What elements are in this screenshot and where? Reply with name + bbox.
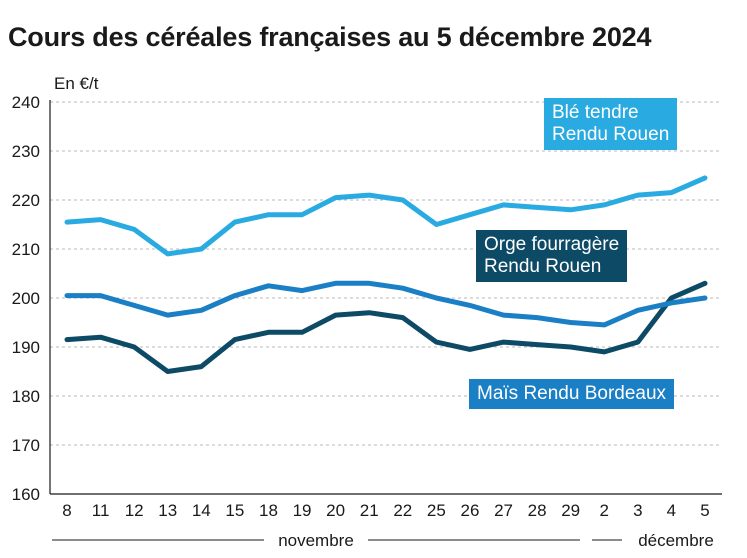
series-line-0 [64, 175, 708, 257]
legend-ble-line2: Rendu Rouen [552, 124, 670, 145]
legend-mais-line1: Maïs Rendu Bordeaux [477, 383, 667, 404]
x-tick-label: 28 [528, 501, 547, 520]
chart-title: Cours des céréales françaises au 5 décem… [8, 22, 652, 52]
y-tick-label: 230 [12, 142, 40, 161]
x-tick-label: 5 [700, 501, 709, 520]
y-tick-label: 170 [12, 436, 40, 455]
x-tick-label: 19 [293, 501, 312, 520]
legend-ble-tendre: Blé tendre Rendu Rouen [544, 98, 678, 150]
y-tick-label: 210 [12, 240, 40, 259]
month-label-decembre: décembre [638, 531, 714, 550]
x-tick-label: 3 [633, 501, 642, 520]
x-tick-label: 8 [62, 501, 71, 520]
x-tick-label: 2 [600, 501, 609, 520]
month-label-novembre: novembre [278, 531, 354, 550]
x-tick-label: 20 [326, 501, 345, 520]
y-tick-label: 190 [12, 338, 40, 357]
y-axis-unit-label: En €/t [54, 74, 99, 93]
x-tick-label: 26 [460, 501, 479, 520]
x-tick-label: 4 [667, 501, 676, 520]
y-tick-label: 200 [12, 289, 40, 308]
y-tick-label: 160 [12, 485, 40, 504]
y-tick-label: 240 [12, 93, 40, 112]
x-tick-label: 11 [92, 501, 110, 520]
series-line-1 [64, 280, 708, 374]
x-tick-label: 22 [393, 501, 412, 520]
y-tick-label: 180 [12, 387, 40, 406]
x-tick-label: 12 [125, 501, 144, 520]
x-tick-label: 25 [427, 501, 446, 520]
legend-mais: Maïs Rendu Bordeaux [469, 379, 675, 409]
x-tick-label: 29 [561, 501, 580, 520]
x-tick-label: 21 [360, 501, 379, 520]
series-line-2 [64, 280, 708, 328]
x-tick-label: 13 [158, 501, 177, 520]
x-tick-label: 27 [494, 501, 513, 520]
y-tick-label: 220 [12, 191, 40, 210]
legend-orge-line2: Rendu Rouen [484, 256, 602, 277]
x-tick-label: 14 [192, 501, 211, 520]
legend-ble-line1: Blé tendre [552, 102, 639, 123]
x-tick-label: 18 [259, 501, 278, 520]
legend-orge-line1: Orge fourragère [484, 234, 620, 255]
legend-orge-fourragere: Orge fourragère Rendu Rouen [476, 230, 628, 282]
x-tick-label: 15 [225, 501, 244, 520]
